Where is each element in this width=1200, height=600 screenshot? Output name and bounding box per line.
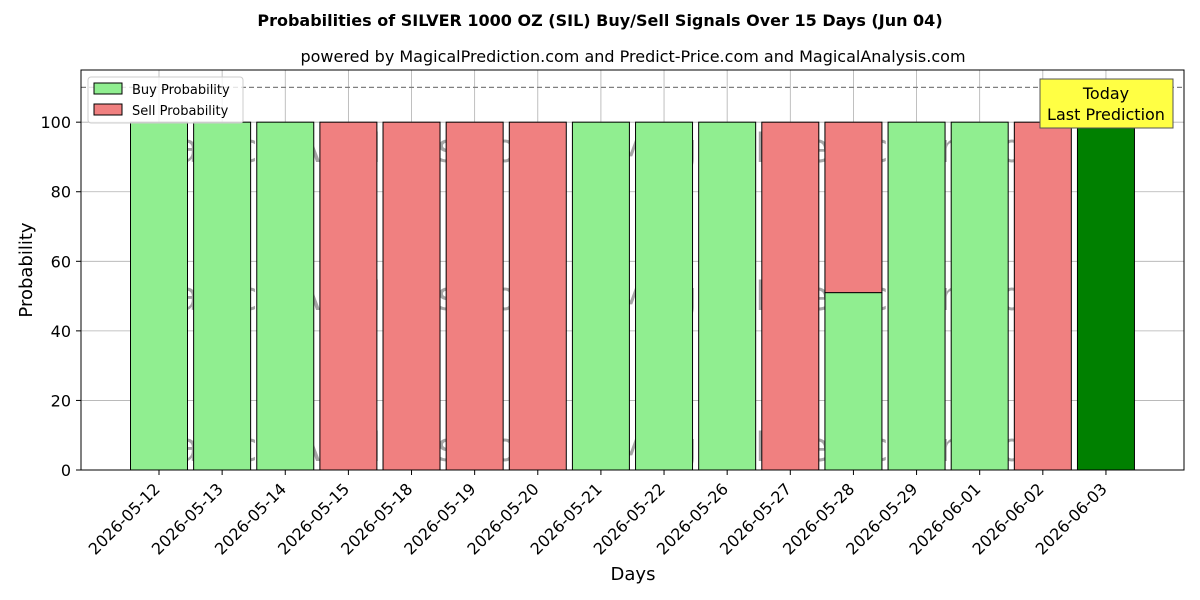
legend-label-sell: Sell Probability: [132, 104, 229, 119]
bar-sell-2026-05-19: [445, 121, 504, 471]
bar-sell-2026-05-28: [824, 121, 883, 294]
today-annotation: Today Last Prediction: [1039, 78, 1174, 129]
y-tick-label: 20: [51, 391, 71, 410]
y-tick-label: 40: [51, 322, 71, 341]
annotation-line-1: Today: [1082, 84, 1129, 103]
bar-buy-2026-06-03: [1076, 121, 1135, 471]
legend-label-buy: Buy Probability: [132, 83, 230, 98]
legend-swatch-buy: [93, 82, 123, 95]
bar-buy-2026-06-01: [950, 121, 1009, 471]
annotation-box: [1039, 78, 1174, 129]
y-axis: 0 20 40 60 80 100: [40, 113, 81, 480]
bar-sell-2026-06-02: [1013, 121, 1072, 471]
bar-buy-2026-05-14: [256, 121, 315, 471]
legend: Buy Probability Sell Probability: [87, 76, 244, 124]
bar-buy-2026-05-22: [635, 121, 694, 471]
y-tick-label: 100: [40, 113, 71, 132]
annotation-line-2: Last Prediction: [1047, 105, 1165, 124]
bar-buy-2026-05-13: [193, 121, 252, 471]
bar-sell-2026-05-15: [319, 121, 378, 471]
bar-buy-2026-05-29: [887, 121, 946, 471]
bar-buy-2026-05-28: [824, 292, 883, 471]
y-tick-label: 0: [61, 461, 71, 480]
legend-swatch-sell: [93, 103, 123, 116]
x-axis-label: Days: [611, 564, 656, 585]
y-tick-label: 80: [51, 183, 71, 202]
bar-buy-2026-05-26: [698, 121, 757, 471]
bar-sell-2026-05-18: [382, 121, 441, 471]
y-axis-label: Probability: [16, 222, 37, 317]
plot-frame: [80, 69, 1185, 471]
bar-sell-2026-05-20: [508, 121, 567, 471]
chart-title: Probabilities of SILVER 1000 OZ (SIL) Bu…: [257, 11, 942, 30]
bars: [130, 121, 1135, 471]
x-axis: 2026-05-122026-05-132026-05-142026-05-15…: [85, 470, 1111, 559]
y-tick-label: 60: [51, 252, 71, 271]
legend-frame: [87, 76, 244, 124]
bar-sell-2026-05-27: [761, 121, 820, 471]
chart-subtitle: powered by MagicalPrediction.com and Pre…: [300, 47, 965, 66]
bar-buy-2026-05-21: [571, 121, 630, 471]
bar-buy-2026-05-12: [130, 121, 188, 471]
